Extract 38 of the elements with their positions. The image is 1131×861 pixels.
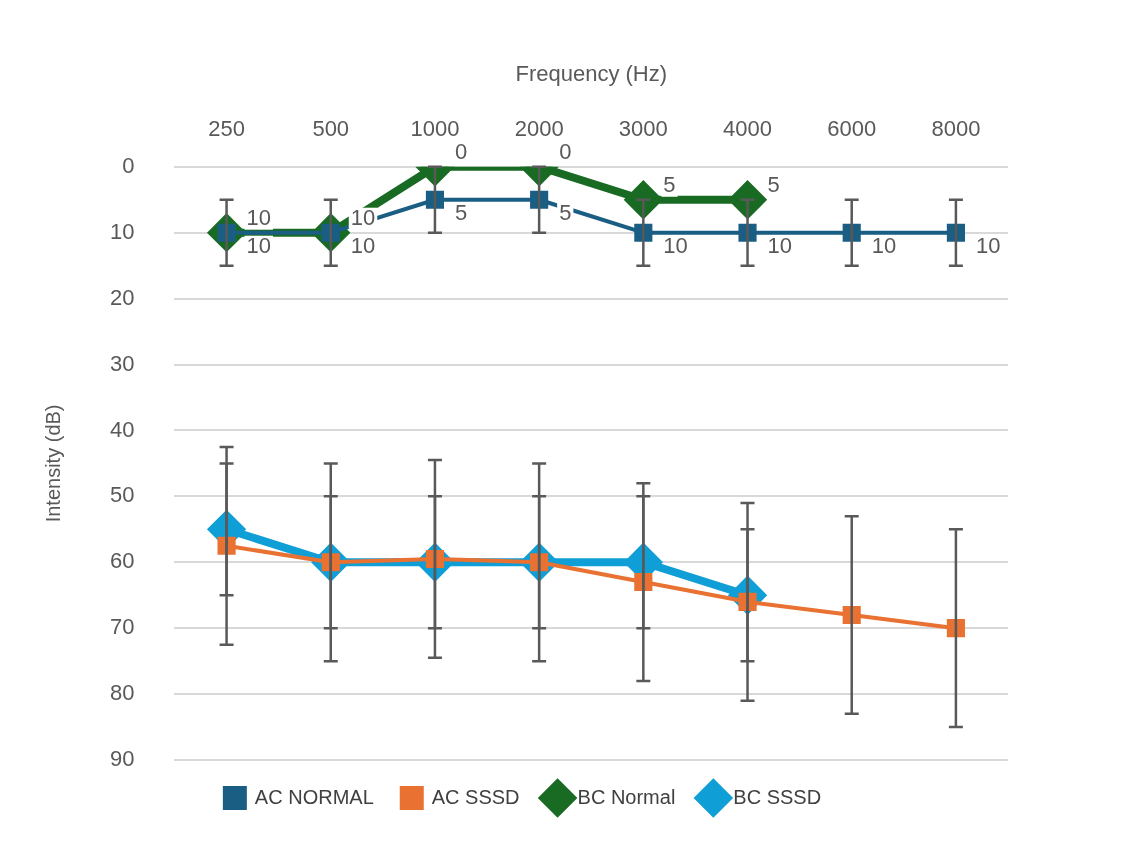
y-tick-label: 70 (109, 614, 135, 640)
y-tick-label: 80 (109, 680, 135, 706)
x-tick-label: 1000 (410, 115, 460, 141)
data-label: 10 (663, 232, 688, 258)
x-tick-label: 8000 (931, 115, 981, 141)
x-tick-label: 6000 (827, 115, 877, 141)
data-label: 10 (246, 232, 272, 258)
data-label: 5 (767, 171, 780, 197)
y-tick-label: 30 (109, 350, 135, 376)
data-label: 10 (767, 232, 793, 258)
y-tick-label: 90 (109, 746, 135, 772)
x-tick-label: 2000 (514, 115, 564, 141)
legend-label: AC SSSD (431, 785, 520, 808)
y-tick-label: 50 (109, 482, 135, 508)
data-label: 10 (350, 232, 376, 258)
x-tick-label: 500 (312, 115, 350, 141)
data-label: 5 (559, 199, 572, 225)
legend-label: AC NORMAL (254, 785, 374, 808)
x-tick-label: 3000 (618, 115, 668, 141)
data-label: 5 (454, 199, 468, 225)
x-axis-title: Frequency (Hz) (515, 61, 668, 87)
data-label: 10 (350, 204, 376, 230)
data-label: 0 (454, 138, 468, 164)
legend-label: BC SSSD (733, 785, 822, 808)
legend-label: BC Normal (577, 785, 676, 808)
y-tick-label: 10 (109, 218, 135, 244)
data-label: 10 (246, 204, 272, 230)
data-label: 10 (871, 232, 897, 258)
y-axis-title: Intensity (dB) (41, 404, 64, 523)
y-tick-label: 0 (122, 152, 135, 178)
data-label: 0 (559, 138, 572, 164)
y-tick-label: 40 (109, 416, 135, 442)
y-tick-label: 60 (109, 548, 135, 574)
x-tick-label: 4000 (723, 115, 772, 141)
x-tick-label: 250 (208, 115, 245, 141)
data-label: 5 (663, 171, 676, 197)
y-tick-label: 20 (109, 284, 135, 310)
data-label: 10 (975, 232, 1001, 258)
